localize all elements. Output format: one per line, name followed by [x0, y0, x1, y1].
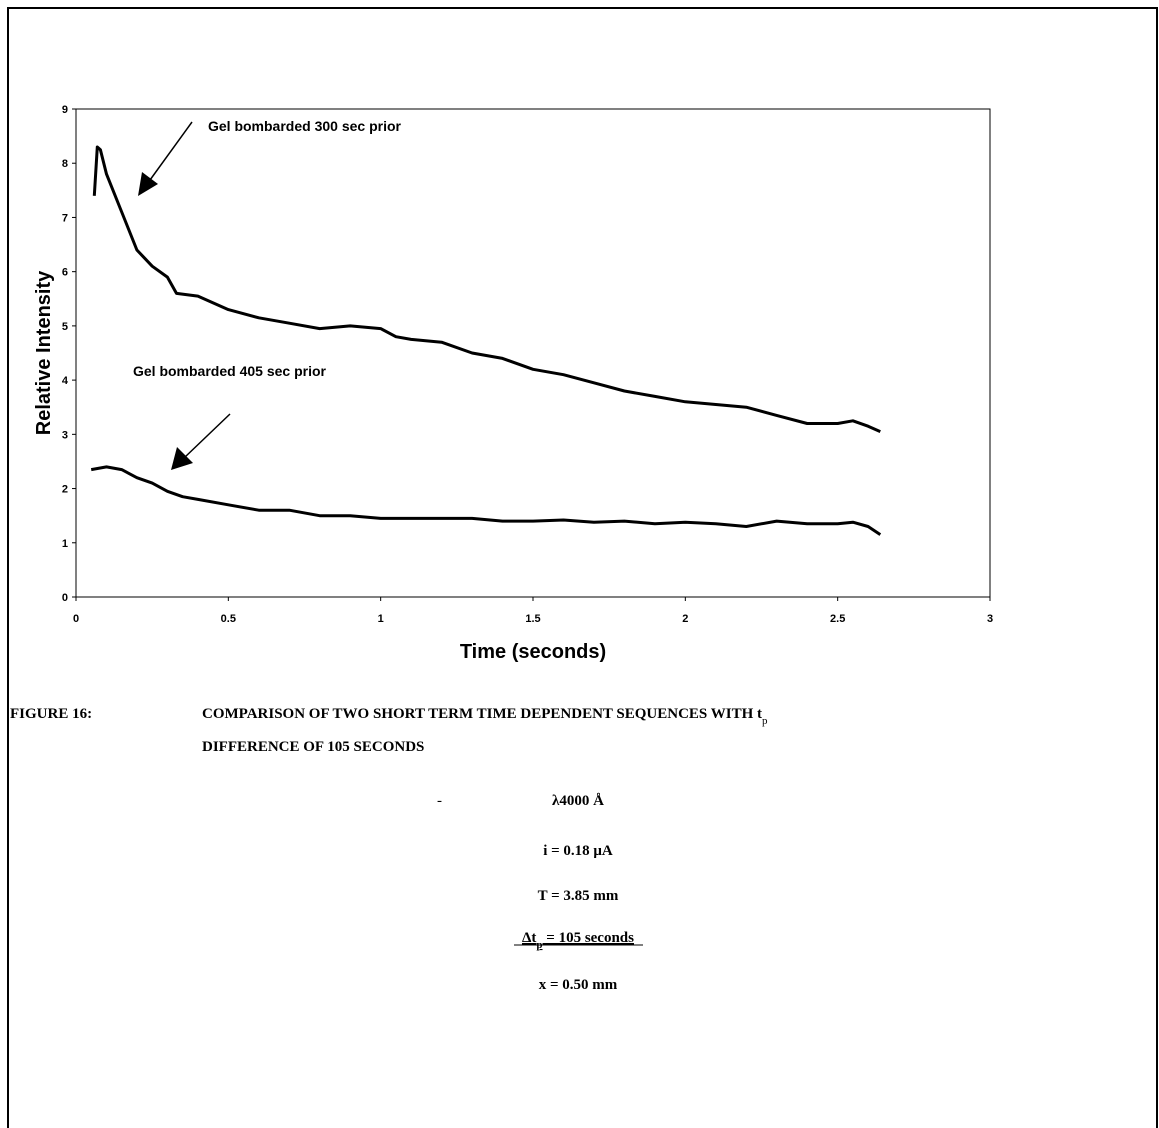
parameter-text: = 105 seconds: [543, 930, 635, 946]
y-tick-label: 6: [62, 267, 68, 279]
y-tick-label: 1: [62, 538, 68, 550]
y-tick-label: 7: [62, 212, 68, 224]
arrow-line: [183, 413, 231, 459]
parameter: T = 3.85 mm: [538, 888, 619, 904]
x-tick-label: 0.5: [221, 613, 236, 625]
x-tick-label: 2: [682, 613, 688, 625]
x-tick-label: 1.5: [525, 613, 540, 625]
subscript: p: [762, 715, 768, 727]
y-tick-label: 9: [62, 104, 68, 116]
caption-line: COMPARISON OF TWO SHORT TERM TIME DEPEND…: [202, 706, 768, 727]
arrow-head: [171, 447, 193, 470]
parameter: Δtp = 105 seconds: [522, 930, 634, 951]
caption: FIGURE 16: COMPARISON OF TWO SHORT TERM …: [10, 706, 768, 993]
data-line: [92, 145, 881, 433]
x-tick-label: 1: [378, 613, 384, 625]
x-tick-label: 3: [987, 613, 993, 625]
x-tick-label: 0: [73, 613, 79, 625]
annotation: Gel bombarded 300 sec prior: [208, 118, 402, 134]
x-axis-label: Time (seconds): [460, 641, 606, 663]
annotation: Gel bombarded 405 sec prior: [133, 363, 327, 379]
arrow-line: [149, 121, 193, 181]
parameter-text: Δt: [522, 930, 536, 946]
dash: -: [437, 793, 442, 809]
y-tick-label: 0: [62, 592, 68, 604]
page-border: [7, 7, 1158, 1128]
y-tick-label: 5: [62, 321, 68, 333]
y-axis-label: Relative Intensity: [33, 270, 55, 435]
x-tick-label: 2.5: [830, 613, 845, 625]
arrows: [138, 121, 231, 470]
y-tick-label: 4: [62, 375, 69, 387]
caption-line: DIFFERENCE OF 105 SECONDS: [202, 739, 424, 755]
caption-text: COMPARISON OF TWO SHORT TERM TIME DEPEND…: [202, 706, 762, 722]
y-tick-label: 3: [62, 429, 68, 441]
y-tick-label: 2: [62, 484, 68, 496]
figure-label: FIGURE 16:: [10, 706, 92, 722]
data-line: [90, 465, 882, 536]
parameter: i = 0.18 μA: [543, 843, 613, 859]
arrow-head: [138, 172, 158, 196]
parameter: x = 0.50 mm: [539, 977, 618, 993]
parameter: λ4000 Å: [552, 793, 604, 809]
y-tick-label: 8: [62, 158, 68, 170]
